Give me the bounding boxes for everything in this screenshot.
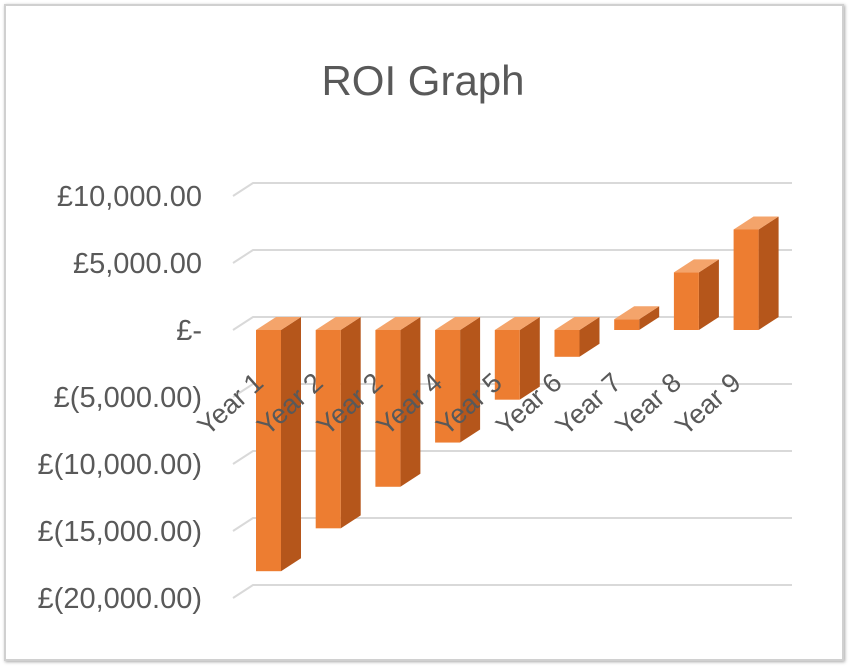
gridline bbox=[232, 584, 792, 599]
bar-side bbox=[698, 259, 719, 330]
y-tick-label: £5,000.00 bbox=[73, 248, 202, 280]
y-tick-label: £(15,000.00) bbox=[38, 516, 202, 548]
chart-frame bbox=[4, 4, 844, 661]
bar-side bbox=[460, 317, 481, 443]
bar-top bbox=[733, 216, 779, 230]
bar bbox=[435, 317, 481, 443]
x-tick-label: Year 8 bbox=[610, 367, 687, 441]
bar bbox=[494, 317, 540, 400]
bar-front bbox=[375, 330, 401, 487]
bar-top bbox=[614, 306, 660, 320]
gridline bbox=[232, 182, 792, 197]
x-tick-label: Year 9 bbox=[669, 367, 746, 441]
y-axis-ticks: £10,000.00 £5,000.00 £- £(5,000.00) £(10,000… bbox=[38, 181, 202, 615]
y-tick-label: £10,000.00 bbox=[57, 181, 202, 213]
gridline bbox=[232, 383, 792, 398]
bar-front bbox=[673, 272, 699, 330]
bar-side bbox=[340, 317, 361, 529]
y-tick-label: £(5,000.00) bbox=[54, 382, 202, 414]
x-tick-label: Year 7 bbox=[550, 367, 627, 441]
bar-front bbox=[435, 330, 461, 443]
bar bbox=[256, 317, 301, 572]
chart-title: ROI Graph bbox=[321, 57, 524, 104]
bars bbox=[256, 216, 779, 572]
gridline bbox=[232, 517, 792, 532]
y-tick-label: £(10,000.00) bbox=[38, 449, 202, 481]
y-tick-label: £(20,000.00) bbox=[38, 583, 202, 615]
bar-top bbox=[554, 317, 600, 330]
bar-top bbox=[673, 259, 719, 273]
bar-front bbox=[494, 330, 520, 400]
gridline bbox=[232, 249, 792, 264]
bar-side bbox=[519, 317, 540, 400]
bar-side bbox=[400, 317, 421, 487]
bar-side bbox=[579, 317, 600, 357]
bar-top bbox=[435, 317, 481, 330]
gridline bbox=[232, 450, 792, 465]
bar-side bbox=[281, 317, 301, 572]
gridlines bbox=[232, 182, 792, 599]
bar-front bbox=[315, 330, 341, 529]
bar-front bbox=[614, 319, 640, 330]
bar-side bbox=[639, 306, 660, 330]
bar-front bbox=[554, 330, 580, 357]
bar-front bbox=[256, 330, 281, 572]
bar-front bbox=[733, 229, 759, 330]
bar bbox=[315, 317, 361, 529]
bar-top bbox=[315, 317, 361, 330]
bar bbox=[375, 317, 421, 487]
bar-top bbox=[375, 317, 421, 330]
bar-top bbox=[494, 317, 540, 330]
bar-top bbox=[256, 317, 301, 330]
bar-side bbox=[758, 216, 779, 330]
bar bbox=[614, 306, 660, 330]
bar bbox=[673, 259, 719, 330]
gridline bbox=[232, 316, 792, 331]
y-tick-label: £- bbox=[176, 315, 202, 347]
bar bbox=[733, 216, 779, 330]
bar bbox=[554, 317, 600, 357]
